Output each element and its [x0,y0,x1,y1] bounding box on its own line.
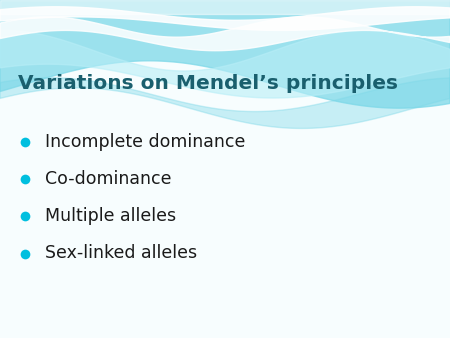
Text: Co-dominance: Co-dominance [45,170,171,188]
Text: Multiple alleles: Multiple alleles [45,207,176,225]
Text: Variations on Mendel’s principles: Variations on Mendel’s principles [18,74,398,93]
Text: Sex-linked alleles: Sex-linked alleles [45,244,197,263]
Text: Incomplete dominance: Incomplete dominance [45,133,245,151]
